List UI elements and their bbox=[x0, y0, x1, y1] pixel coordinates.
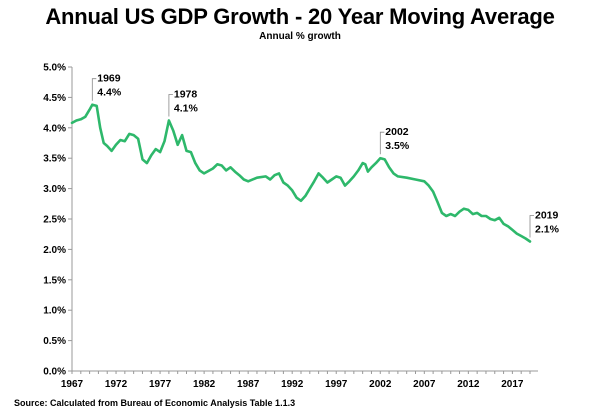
annotation-year: 2019 bbox=[535, 209, 559, 221]
x-tick-label: 2017 bbox=[501, 379, 524, 390]
y-tick-label: 3.0% bbox=[43, 184, 66, 195]
y-tick-label: 2.5% bbox=[43, 215, 66, 226]
y-tick-label: 4.0% bbox=[43, 123, 66, 134]
x-tick-label: 1977 bbox=[149, 379, 172, 390]
y-tick-label: 0.0% bbox=[43, 367, 66, 378]
annotation-value: 4.4% bbox=[97, 87, 122, 99]
x-tick-label: 2012 bbox=[457, 379, 480, 390]
annotation-year: 1978 bbox=[174, 89, 198, 101]
y-tick-label: 3.5% bbox=[43, 154, 66, 165]
x-tick-label: 1967 bbox=[61, 379, 84, 390]
y-tick-label: 1.5% bbox=[43, 275, 66, 286]
y-tick-label: 5.0% bbox=[43, 63, 66, 74]
annotation-value: 3.5% bbox=[385, 140, 410, 152]
x-tick-label: 1972 bbox=[105, 379, 128, 390]
annotation-leader-line bbox=[379, 131, 385, 155]
y-tick-label: 1.0% bbox=[43, 306, 66, 317]
x-tick-label: 1992 bbox=[281, 379, 304, 390]
annotation-leader-line bbox=[529, 215, 534, 238]
annotation-value: 4.1% bbox=[174, 103, 199, 115]
chart-title: Annual US GDP Growth - 20 Year Moving Av… bbox=[45, 4, 555, 29]
chart-subtitle: Annual % growth bbox=[259, 31, 341, 42]
y-axis-ticks: 0.0% 0.5% 1.0% 1.5% 2.0% 2.5% 3.0% 3.5% 4.0% 4.5%… bbox=[43, 63, 72, 378]
x-axis-ticks: 1967 1972 1977 1982 1987 1992 1997 2002 2007 2012… bbox=[61, 371, 531, 390]
annotation-leader-line bbox=[168, 94, 173, 117]
annotation-value: 2.1% bbox=[535, 223, 560, 235]
y-tick-label: 4.5% bbox=[43, 93, 66, 104]
x-tick-label: 2007 bbox=[413, 379, 436, 390]
x-tick-label: 1997 bbox=[325, 379, 348, 390]
x-tick-label: 2002 bbox=[369, 379, 392, 390]
y-tick-label: 2.0% bbox=[43, 245, 66, 256]
peak-annotations: 1969 4.4% 1978 4.1% 2002 3.5% 2019 2.1% bbox=[91, 73, 560, 238]
chart-source-note: Source: Calculated from Bureau of Econom… bbox=[14, 398, 296, 408]
y-tick-label: 0.5% bbox=[43, 336, 66, 347]
annotation-year: 1969 bbox=[97, 73, 121, 85]
x-tick-label: 1987 bbox=[237, 379, 260, 390]
annotation-leader-line bbox=[91, 78, 97, 101]
x-tick-label: 1982 bbox=[193, 379, 216, 390]
gdp-growth-series-line bbox=[70, 103, 532, 243]
annotation-year: 2002 bbox=[385, 126, 409, 138]
